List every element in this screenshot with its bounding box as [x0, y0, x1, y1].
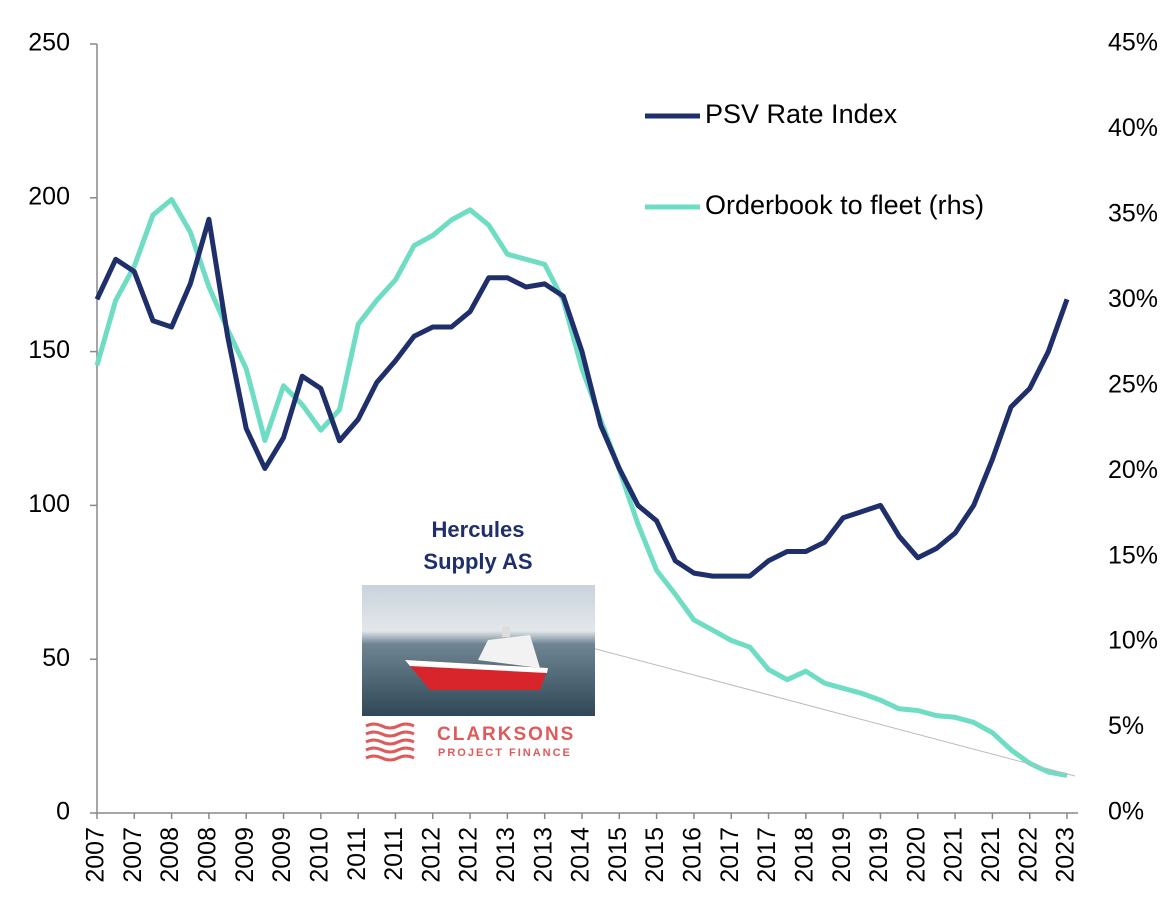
logo-subtext: PROJECT FINANCE — [438, 747, 572, 759]
x-tick-label: 2016 — [679, 827, 707, 883]
x-tick-label: 2007 — [119, 827, 147, 883]
x-tick-label: 2019 — [865, 827, 893, 883]
logo-mark — [365, 722, 415, 762]
annotation: Supply AS — [423, 549, 532, 574]
x-tick-label: 2021 — [940, 827, 968, 883]
x-tick-label: 2011 — [343, 827, 371, 881]
x-tick-label: 2023 — [1052, 827, 1080, 883]
x-tick-label: 2012 — [417, 827, 445, 883]
x-tick-label: 2015 — [604, 827, 632, 883]
series-line — [94, 197, 1068, 778]
x-tick-label: 2019 — [828, 827, 856, 883]
annotation: Hercules — [432, 517, 525, 542]
legend-label: PSV Rate Index — [705, 99, 898, 129]
y2-tick-label: 0% — [1108, 798, 1144, 826]
y-tick-label: 150 — [28, 336, 70, 364]
x-tick-label: 2009 — [231, 827, 259, 883]
x-tick-label: 2013 — [492, 827, 520, 883]
y2-tick-label: 30% — [1108, 285, 1158, 313]
x-tick-label: 2017 — [716, 827, 744, 883]
x-tick-label: 2010 — [305, 827, 333, 883]
logo-text: CLARKSONS — [437, 724, 575, 745]
y2-tick-label: 15% — [1108, 541, 1158, 569]
x-tick-label: 2021 — [977, 827, 1005, 883]
y2-tick-label: 40% — [1108, 114, 1158, 142]
x-tick-label: 2020 — [902, 827, 930, 883]
y2-tick-label: 25% — [1108, 370, 1158, 398]
y2-tick-label: 35% — [1108, 199, 1158, 227]
y2-tick-label: 45% — [1108, 29, 1158, 57]
y-tick-label: 100 — [28, 490, 70, 518]
series-line — [94, 216, 1070, 579]
x-tick-label: 2015 — [641, 827, 669, 883]
photo — [362, 585, 595, 716]
y2-tick-label: 10% — [1108, 627, 1158, 655]
x-tick-label: 2022 — [1014, 827, 1042, 883]
y-tick-label: 50 — [42, 644, 70, 672]
x-tick-label: 2007 — [82, 827, 110, 883]
ship-mast — [502, 627, 510, 637]
x-tick-label: 2013 — [529, 827, 557, 883]
legend-label: Orderbook to fleet (rhs) — [705, 190, 984, 220]
x-tick-label: 2008 — [194, 827, 222, 883]
inset-image: CLARKSONS PROJECT FINANCE — [362, 585, 1076, 777]
x-tick-label: 2011 — [380, 827, 408, 881]
x-tick-label: 2008 — [156, 827, 184, 883]
ship-bridge — [478, 635, 540, 668]
x-tick-label: 2017 — [753, 827, 781, 883]
ship-deck — [405, 660, 548, 673]
x-tick-label: 2014 — [567, 827, 595, 883]
y2-tick-label: 20% — [1108, 456, 1158, 484]
x-tick-label: 2009 — [268, 827, 296, 883]
y-tick-label: 0 — [56, 798, 70, 826]
y2-tick-label: 5% — [1108, 712, 1144, 740]
y-tick-label: 250 — [28, 29, 70, 57]
leader-line — [591, 647, 1076, 777]
x-tick-label: 2012 — [455, 827, 483, 883]
y-tick-label: 200 — [28, 182, 70, 210]
x-tick-label: 2018 — [790, 827, 818, 883]
